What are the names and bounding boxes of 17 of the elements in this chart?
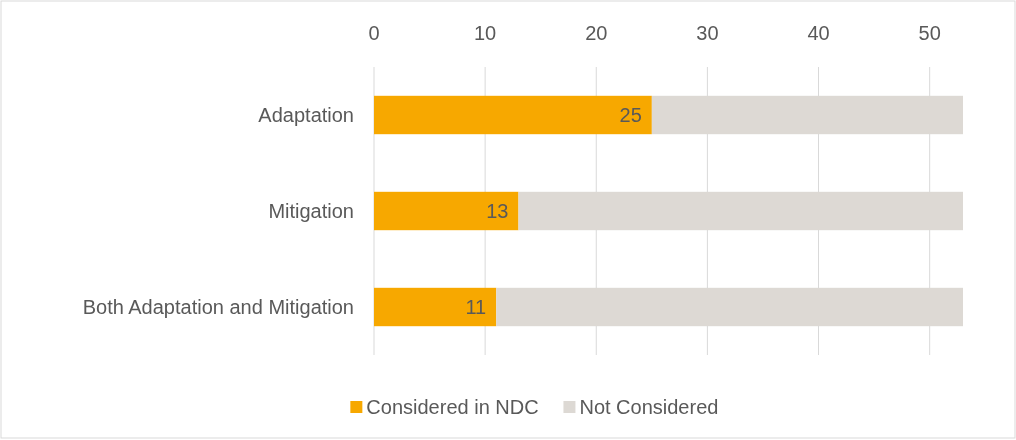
- data-label: 13: [486, 200, 509, 222]
- data-label: 25: [619, 104, 642, 126]
- y-tick-label: Mitigation: [268, 200, 354, 222]
- x-tick-label: 30: [696, 22, 719, 44]
- x-tick-label: 10: [474, 22, 497, 44]
- x-tick-label: 20: [585, 22, 608, 44]
- y-tick-label: Adaptation: [258, 104, 354, 126]
- x-tick-label: 0: [368, 22, 380, 44]
- legend-label: Considered in NDC: [366, 396, 539, 418]
- bar: [374, 191, 519, 231]
- data-label: 11: [465, 296, 487, 318]
- x-tick-label: 40: [807, 22, 830, 44]
- y-tick-label: Both Adaptation and Mitigation: [82, 296, 354, 318]
- x-tick-label: 50: [918, 22, 941, 44]
- legend-label: Not Considered: [579, 396, 719, 418]
- bar: [374, 287, 497, 327]
- bar: [374, 95, 652, 135]
